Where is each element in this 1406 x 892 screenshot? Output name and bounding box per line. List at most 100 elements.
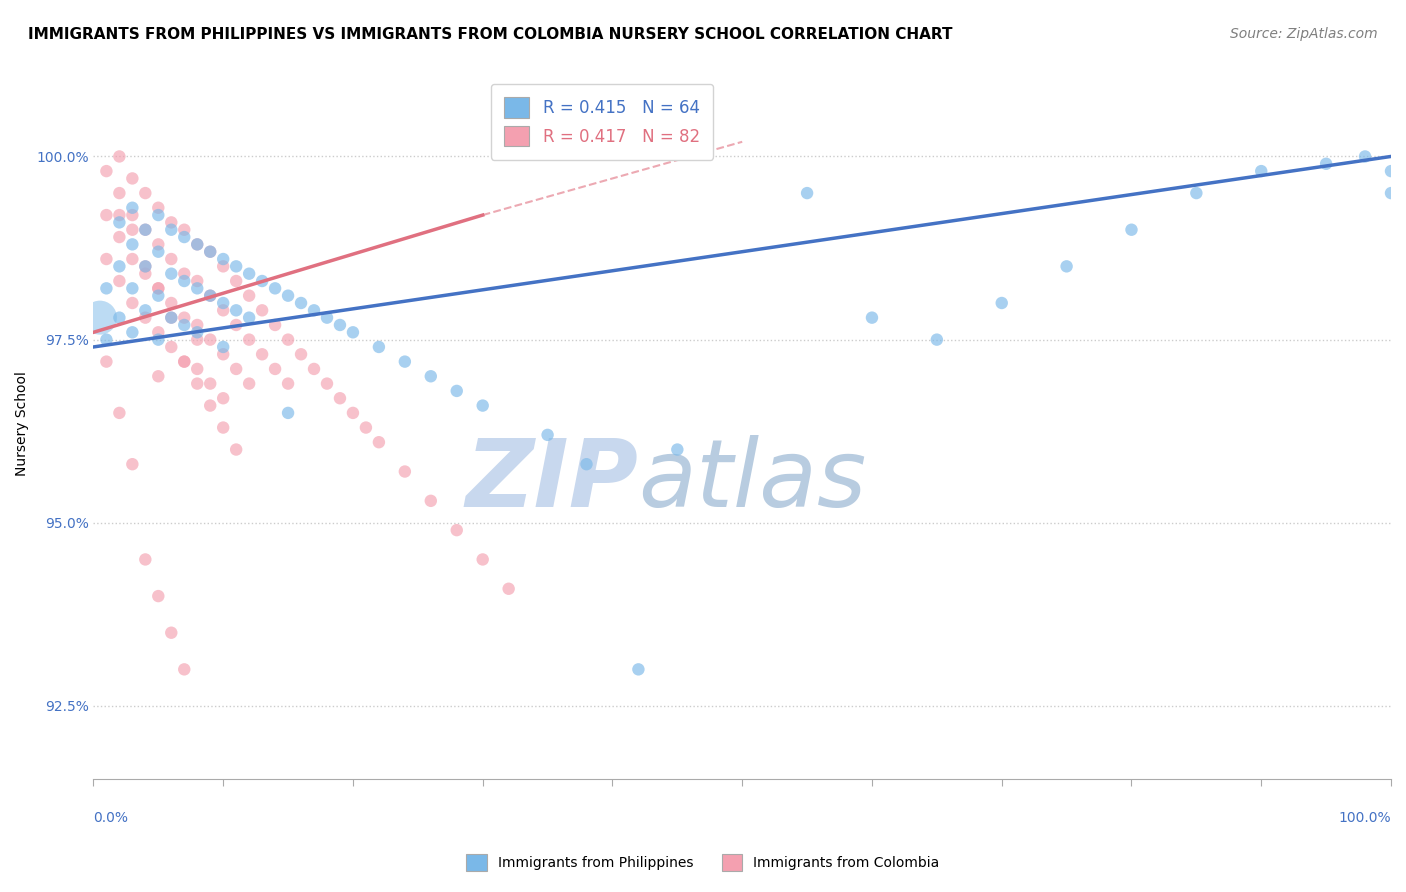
Point xyxy=(108,149,131,163)
Point xyxy=(796,186,818,200)
Point xyxy=(277,333,299,347)
Legend: R = 0.415   N = 64, R = 0.417   N = 82: R = 0.415 N = 64, R = 0.417 N = 82 xyxy=(491,84,713,160)
Point xyxy=(264,362,287,376)
Point xyxy=(446,523,468,537)
Point xyxy=(96,208,118,222)
Point xyxy=(212,347,235,361)
Point xyxy=(200,288,222,302)
Point xyxy=(148,288,170,302)
Text: 100.0%: 100.0% xyxy=(1339,811,1391,825)
Point xyxy=(394,354,416,368)
Point xyxy=(148,281,170,295)
Point xyxy=(302,303,325,318)
Point xyxy=(96,354,118,368)
Point xyxy=(238,333,260,347)
Point xyxy=(367,435,389,450)
Point xyxy=(212,260,235,274)
Point xyxy=(96,333,118,347)
Point xyxy=(225,274,247,288)
Y-axis label: Nursery School: Nursery School xyxy=(15,371,30,476)
Point xyxy=(186,326,208,340)
Point xyxy=(108,215,131,229)
Point xyxy=(96,252,118,266)
Point xyxy=(212,252,235,266)
Point xyxy=(186,376,208,391)
Point xyxy=(394,465,416,479)
Point xyxy=(89,310,111,325)
Point xyxy=(1379,164,1402,178)
Point xyxy=(134,303,156,318)
Point xyxy=(134,186,156,200)
Point xyxy=(160,267,183,281)
Point xyxy=(160,296,183,310)
Point xyxy=(212,296,235,310)
Point xyxy=(1250,164,1272,178)
Point xyxy=(173,318,195,332)
Point xyxy=(96,281,118,295)
Point xyxy=(1379,186,1402,200)
Point xyxy=(302,362,325,376)
Point xyxy=(212,420,235,434)
Point xyxy=(148,333,170,347)
Point xyxy=(329,318,352,332)
Point xyxy=(121,223,143,237)
Point xyxy=(225,318,247,332)
Point xyxy=(264,281,287,295)
Point xyxy=(134,223,156,237)
Point xyxy=(173,354,195,368)
Point xyxy=(419,493,441,508)
Point xyxy=(471,552,494,566)
Point xyxy=(666,442,689,457)
Point xyxy=(121,326,143,340)
Point xyxy=(446,384,468,398)
Point xyxy=(277,406,299,420)
Point xyxy=(575,457,598,471)
Point xyxy=(160,252,183,266)
Point xyxy=(148,589,170,603)
Point xyxy=(342,406,364,420)
Point xyxy=(108,274,131,288)
Text: atlas: atlas xyxy=(638,435,866,526)
Point xyxy=(148,281,170,295)
Point xyxy=(277,288,299,302)
Point xyxy=(108,260,131,274)
Point xyxy=(160,215,183,229)
Point xyxy=(200,399,222,413)
Point xyxy=(238,310,260,325)
Point xyxy=(290,296,312,310)
Text: IMMIGRANTS FROM PHILIPPINES VS IMMIGRANTS FROM COLOMBIA NURSERY SCHOOL CORRELATI: IMMIGRANTS FROM PHILIPPINES VS IMMIGRANT… xyxy=(28,27,953,42)
Point xyxy=(238,267,260,281)
Point xyxy=(627,662,650,676)
Point xyxy=(264,318,287,332)
Point xyxy=(990,296,1012,310)
Point xyxy=(354,420,377,434)
Point xyxy=(186,237,208,252)
Point xyxy=(1354,149,1376,163)
Point xyxy=(200,244,222,259)
Text: 0.0%: 0.0% xyxy=(93,811,128,825)
Point xyxy=(186,281,208,295)
Point xyxy=(186,362,208,376)
Point xyxy=(134,223,156,237)
Point xyxy=(186,318,208,332)
Point xyxy=(148,237,170,252)
Point xyxy=(238,288,260,302)
Point xyxy=(290,347,312,361)
Point xyxy=(160,223,183,237)
Point xyxy=(225,260,247,274)
Point xyxy=(160,625,183,640)
Point xyxy=(121,252,143,266)
Point xyxy=(200,333,222,347)
Point xyxy=(121,457,143,471)
Point xyxy=(225,442,247,457)
Point xyxy=(148,208,170,222)
Point xyxy=(160,340,183,354)
Point xyxy=(212,340,235,354)
Point xyxy=(121,237,143,252)
Point xyxy=(1056,260,1078,274)
Point xyxy=(250,347,273,361)
Point xyxy=(419,369,441,384)
Point xyxy=(225,303,247,318)
Point xyxy=(1315,157,1337,171)
Point xyxy=(173,354,195,368)
